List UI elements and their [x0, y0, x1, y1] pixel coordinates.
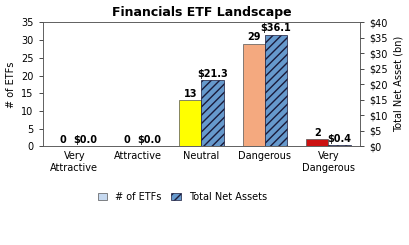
- Bar: [179, 100, 202, 146]
- Text: 13: 13: [184, 89, 197, 99]
- Bar: [328, 145, 351, 146]
- Title: Financials ETF Landscape: Financials ETF Landscape: [112, 6, 291, 19]
- Bar: [265, 35, 287, 146]
- Text: $0.4: $0.4: [328, 134, 352, 144]
- Text: 29: 29: [247, 32, 261, 42]
- Bar: [243, 44, 265, 146]
- Bar: [202, 80, 224, 146]
- Text: 2: 2: [314, 128, 321, 138]
- Bar: [306, 139, 328, 146]
- Legend: # of ETFs, Total Net Assets: # of ETFs, Total Net Assets: [94, 188, 271, 206]
- Text: $36.1: $36.1: [261, 23, 292, 33]
- Text: 0: 0: [60, 135, 67, 145]
- Text: $0.0: $0.0: [137, 135, 161, 145]
- Text: $0.0: $0.0: [74, 135, 97, 145]
- Text: $21.3: $21.3: [197, 69, 228, 79]
- Text: 0: 0: [124, 135, 130, 145]
- Y-axis label: # of ETFs: # of ETFs: [6, 61, 16, 108]
- Y-axis label: Total Net Asset (bn): Total Net Asset (bn): [393, 36, 403, 133]
